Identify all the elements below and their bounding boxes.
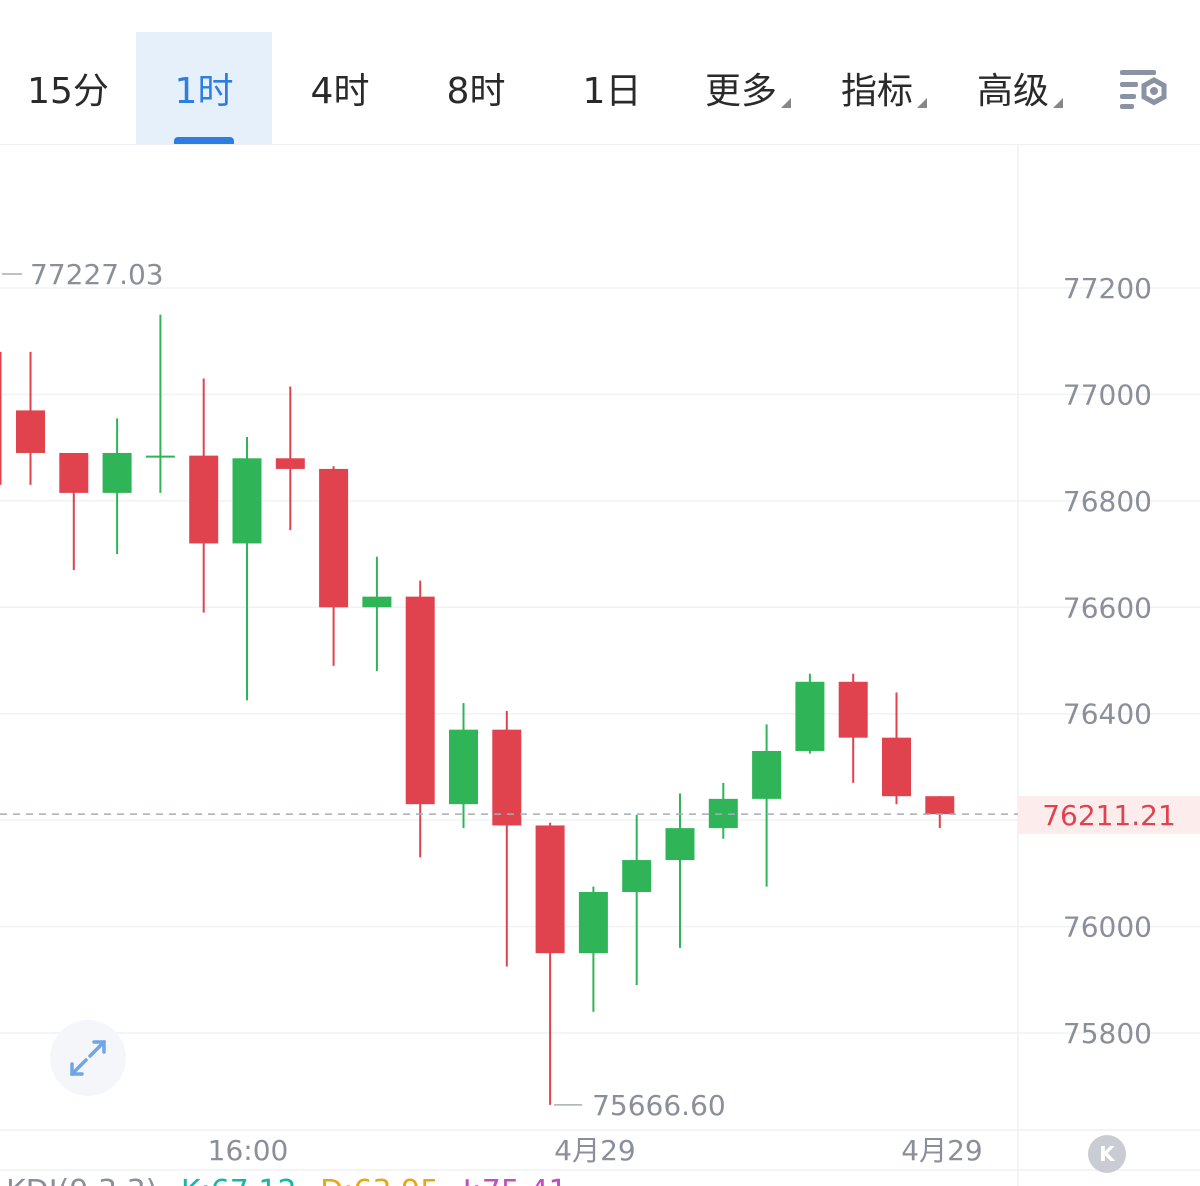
- candle-body: [449, 729, 478, 805]
- tab-label: 高级: [976, 71, 1049, 112]
- tab-5[interactable]: 更多: [680, 32, 816, 144]
- y-tick-label: 77200: [1063, 272, 1152, 305]
- x-tick-label: 4月29: [901, 1134, 982, 1167]
- high-price-label: 77227.03: [30, 258, 164, 291]
- dropdown-caret-icon: [1053, 98, 1063, 108]
- x-tick-label: 4月29: [554, 1134, 635, 1167]
- tab-label: 1日: [582, 71, 642, 112]
- tab-4[interactable]: 1日: [544, 32, 680, 144]
- candle-body: [622, 860, 652, 892]
- y-tick-label: 76400: [1063, 698, 1152, 731]
- chart-settings-button[interactable]: [1112, 32, 1176, 144]
- candle-body: [838, 681, 868, 738]
- tab-6[interactable]: 指标: [816, 32, 952, 144]
- candle-body: [665, 828, 695, 861]
- expand-chart-button[interactable]: [50, 1020, 126, 1096]
- expand-icon: [70, 1040, 106, 1076]
- candle-body: [492, 729, 522, 826]
- active-tab-indicator: [174, 137, 234, 144]
- candle-body: [145, 455, 175, 458]
- tab-1[interactable]: 1时: [136, 32, 272, 144]
- candle-body: [405, 596, 435, 805]
- indicator-d-value: D:63.95: [320, 1172, 439, 1186]
- y-tick-label: 77000: [1063, 378, 1152, 411]
- current-price-tag: 76211.21: [1018, 796, 1200, 834]
- candle-body: [16, 410, 45, 453]
- low-price-label: 75666.60: [592, 1089, 726, 1122]
- tab-label: 1时: [174, 71, 234, 112]
- y-tick-label: 76000: [1063, 911, 1152, 944]
- tabbar-divider: [0, 144, 1200, 145]
- tab-2[interactable]: 4时: [272, 32, 408, 144]
- candle-body: [535, 825, 565, 954]
- candle-body: [59, 452, 89, 493]
- candle-body: [275, 458, 305, 469]
- dropdown-caret-icon: [781, 98, 791, 108]
- candle-body: [925, 796, 955, 815]
- scroll-to-latest-button[interactable]: K: [1088, 1135, 1126, 1173]
- candle-body: [362, 596, 392, 608]
- tab-label: 8时: [446, 71, 506, 112]
- tab-7[interactable]: 高级: [952, 32, 1088, 144]
- indicator-k-value: K:67.12: [181, 1172, 297, 1186]
- indicator-j-value: J:75.41: [463, 1172, 568, 1186]
- tab-label: 指标: [840, 71, 913, 112]
- indicator-name: KDJ(9,3,3): [6, 1172, 157, 1186]
- chart-settings-icon: [1120, 70, 1167, 109]
- y-tick-label: 76600: [1063, 591, 1152, 624]
- candle-body: [102, 452, 132, 493]
- y-tick-label: 75800: [1063, 1017, 1152, 1050]
- y-tick-label: 76800: [1063, 485, 1152, 518]
- tab-label: 4时: [310, 71, 370, 112]
- candle-body: [882, 737, 911, 797]
- tab-0[interactable]: 15分: [0, 32, 136, 144]
- candle-body: [752, 750, 782, 799]
- candle-body: [795, 681, 825, 751]
- dropdown-caret-icon: [917, 98, 927, 108]
- kdj-indicator-legend: KDJ(9,3,3) K:67.12 D:63.95 J:75.41: [0, 1172, 1200, 1186]
- tab-3[interactable]: 8时: [408, 32, 544, 144]
- candle-body: [232, 458, 262, 544]
- interval-tab-bar: 15分 1时 4时 8时 1日 更多 指标 高级: [0, 32, 1200, 144]
- tab-label: 15分: [27, 71, 109, 112]
- tab-label: 更多: [704, 71, 777, 112]
- candle-body: [189, 455, 219, 544]
- x-tick-label: 16:00: [208, 1134, 289, 1167]
- candle-body: [319, 468, 349, 608]
- candle-body: [578, 891, 608, 954]
